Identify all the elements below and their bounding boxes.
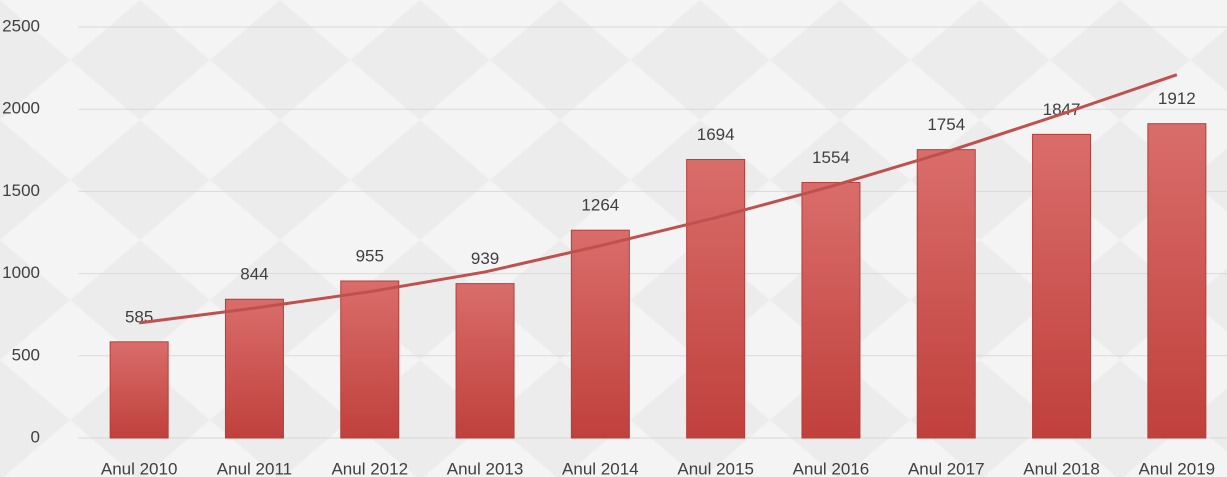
bar <box>224 298 284 439</box>
data-label: 939 <box>471 249 499 268</box>
data-label: 1264 <box>581 196 619 215</box>
bar <box>1032 133 1092 439</box>
y-tick-label: 0 <box>31 427 40 446</box>
data-label: 1554 <box>812 148 850 167</box>
bar <box>1147 123 1207 439</box>
bar <box>109 341 169 439</box>
trendline <box>138 73 1178 325</box>
x-tick-label: Anul 2011 <box>217 459 292 477</box>
x-tick-label: Anul 2012 <box>331 459 408 477</box>
data-label: 1694 <box>697 125 735 144</box>
x-tick-label: Anul 2014 <box>562 459 639 477</box>
data-label: 955 <box>356 246 384 265</box>
data-label: 1912 <box>1158 89 1196 108</box>
x-tick-label: Anul 2015 <box>677 459 754 477</box>
bar <box>455 283 515 439</box>
x-tick-label: Anul 2010 <box>101 459 178 477</box>
x-tick-label: Anul 2019 <box>1139 459 1216 477</box>
y-tick-label: 1000 <box>2 263 40 282</box>
bar <box>570 229 630 439</box>
x-tick-label: Anul 2016 <box>793 459 870 477</box>
x-tick-label: Anul 2013 <box>447 459 524 477</box>
y-tick-label: 2500 <box>2 16 40 35</box>
y-tick-label: 1500 <box>2 181 40 200</box>
data-label: 1754 <box>927 115 965 134</box>
x-tick-label: Anul 2018 <box>1023 459 1100 477</box>
y-tick-label: 500 <box>12 345 40 364</box>
bar <box>801 182 861 439</box>
x-tick-label: Anul 2017 <box>908 459 985 477</box>
bar <box>916 149 976 439</box>
bar <box>340 280 400 439</box>
bar <box>686 159 746 439</box>
data-label: 844 <box>240 265 268 284</box>
y-tick-label: 2000 <box>2 99 40 118</box>
data-label: 1847 <box>1043 100 1081 119</box>
data-label: 585 <box>125 307 153 326</box>
